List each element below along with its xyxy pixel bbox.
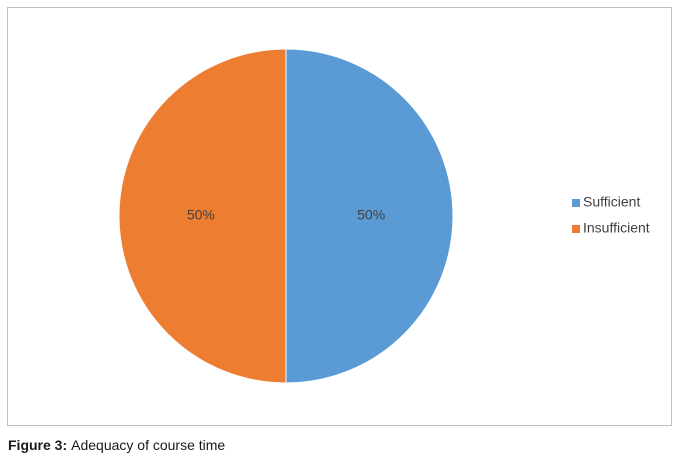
pie-slice xyxy=(285,48,454,384)
pie-slice xyxy=(118,48,287,384)
data-label: 50% xyxy=(187,207,215,223)
legend-label: Sufficient xyxy=(583,194,640,210)
caption: Figure 3: Adequacy of course time xyxy=(8,437,225,453)
caption-label: Figure 3: xyxy=(8,437,67,453)
legend-marker xyxy=(572,199,580,207)
legend-marker xyxy=(572,225,580,233)
caption-text: Adequacy of course time xyxy=(71,437,225,453)
data-label: 50% xyxy=(357,207,385,223)
legend-label: Insufficient xyxy=(583,220,650,236)
